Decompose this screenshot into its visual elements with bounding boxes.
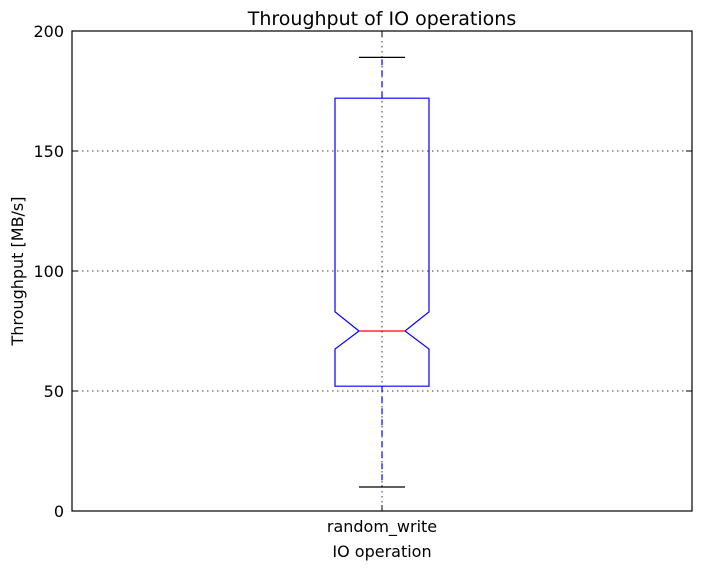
x-tick-label: random_write [327,517,437,537]
x-axis-label: IO operation [332,542,431,561]
plot-area: 0 50 100 150 200 random_write [33,22,693,537]
y-tick-label: 100 [33,262,64,281]
y-tick-label: 150 [33,142,64,161]
y-tick-label: 0 [54,502,64,521]
chart-title: Throughput of IO operations [247,8,516,30]
y-tick-label: 200 [33,22,64,41]
y-axis-label: Throughput [MB/s] [8,196,27,346]
y-tick-label: 50 [44,382,64,401]
box [334,97,430,387]
